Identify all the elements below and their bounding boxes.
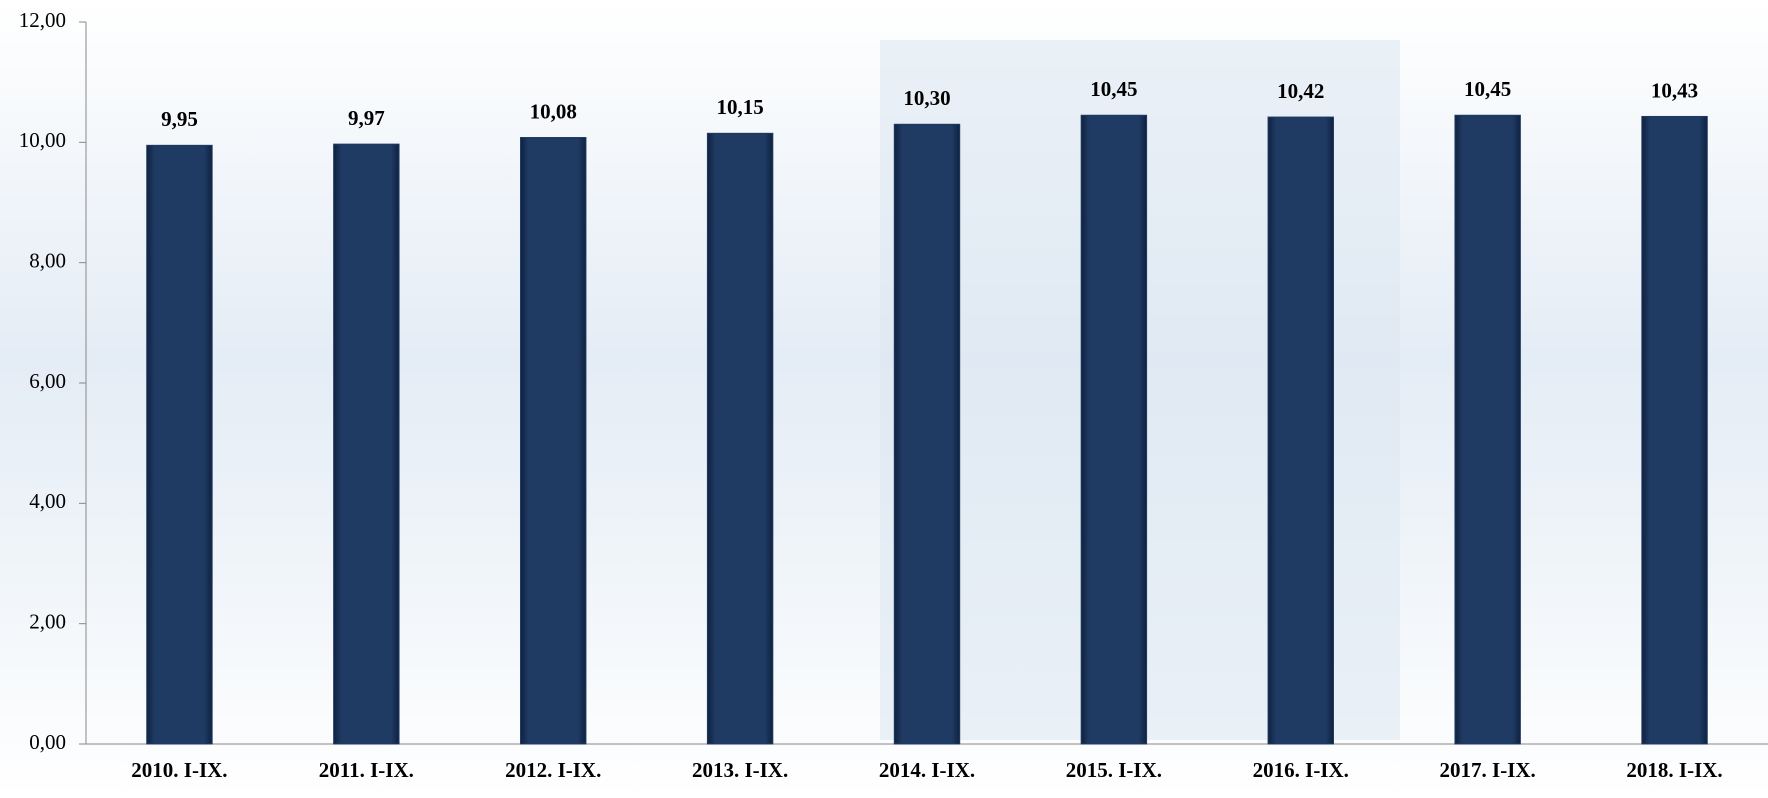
bar xyxy=(1454,114,1521,745)
bar xyxy=(520,137,587,745)
y-tick-label: 10,00 xyxy=(19,128,66,152)
value-label: 10,15 xyxy=(716,95,763,119)
bar xyxy=(706,132,774,745)
bar xyxy=(146,144,213,745)
y-tick-label: 2,00 xyxy=(29,609,66,633)
bar xyxy=(1080,114,1148,745)
bar xyxy=(333,143,400,745)
bar xyxy=(893,123,961,745)
bar xyxy=(1641,115,1708,745)
x-tick-label: 2018. I-IX. xyxy=(1626,758,1722,782)
value-label: 10,45 xyxy=(1464,77,1511,101)
x-tick-label: 2014. I-IX. xyxy=(879,758,975,782)
value-label: 10,30 xyxy=(903,86,950,110)
value-label: 10,08 xyxy=(530,99,577,123)
x-tick-label: 2013. I-IX. xyxy=(692,758,788,782)
x-tick-label: 2017. I-IX. xyxy=(1440,758,1536,782)
bar xyxy=(1267,116,1334,745)
value-label: 9,97 xyxy=(348,106,385,130)
y-tick-label: 4,00 xyxy=(29,489,66,513)
y-tick-label: 8,00 xyxy=(29,248,66,272)
y-tick-label: 6,00 xyxy=(29,369,66,393)
value-label: 10,45 xyxy=(1090,77,1137,101)
x-tick-label: 2015. I-IX. xyxy=(1066,758,1162,782)
value-label: 10,43 xyxy=(1651,78,1698,102)
x-tick-label: 2010. I-IX. xyxy=(131,758,227,782)
x-tick-label: 2011. I-IX. xyxy=(319,758,414,782)
value-label: 10,42 xyxy=(1277,79,1324,103)
value-label: 9,95 xyxy=(161,107,198,131)
y-tick-label: 12,00 xyxy=(19,8,66,32)
x-tick-label: 2012. I-IX. xyxy=(505,758,601,782)
x-tick-label: 2016. I-IX. xyxy=(1253,758,1349,782)
y-tick-label: 0,00 xyxy=(29,730,66,754)
